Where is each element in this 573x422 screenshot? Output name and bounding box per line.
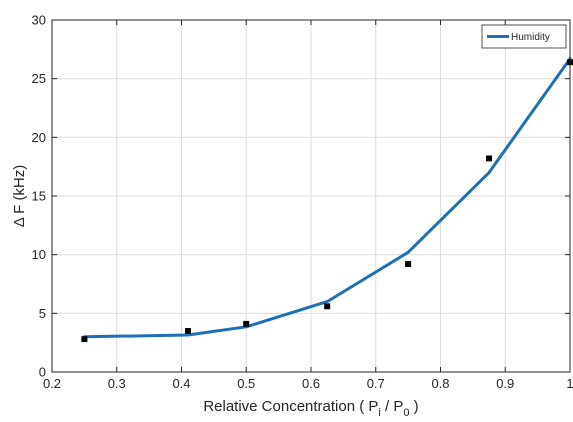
legend: Humidity [481, 24, 567, 49]
x-axis-label-main: Relative Concentration ( P [203, 398, 378, 415]
measurement-point [324, 303, 331, 310]
data-marker [405, 262, 412, 267]
legend-label: Humidity [511, 32, 550, 43]
y-tick-label: 10 [32, 247, 46, 262]
measurement-point [405, 261, 412, 267]
x-tick-label: 0.2 [43, 376, 61, 391]
x-axis-label: Relative Concentration ( Pi / P0 ) [203, 398, 418, 417]
measurement-point [184, 327, 191, 334]
y-tick-label: 5 [39, 306, 46, 321]
x-tick-label: 0.6 [302, 376, 320, 391]
measurement-point [486, 155, 493, 162]
measurement-point [81, 336, 88, 343]
series-layer [82, 57, 572, 339]
data-marker [243, 321, 250, 326]
x-axis-label-sub-0: 0 [403, 407, 409, 417]
data-marker [486, 156, 493, 161]
data-marker [81, 337, 88, 342]
x-tick-label: 1 [566, 376, 573, 391]
data-marker [324, 304, 331, 309]
y-tick-label: 30 [32, 13, 46, 28]
legend-box [481, 24, 567, 49]
data-marker [184, 328, 191, 333]
x-axis-label-mid: / P [381, 398, 404, 415]
x-axis-label-sub-i: i [378, 407, 380, 417]
y-tick-label: 25 [32, 71, 46, 86]
y-tick-label: 15 [32, 189, 46, 204]
x-tick-label: 0.4 [172, 376, 190, 391]
series-line-humidity [82, 57, 572, 339]
y-axis-label: Δ F (kHz) [11, 165, 28, 228]
x-tick-label: 0.9 [496, 376, 514, 391]
x-axis-label-end: ) [410, 398, 419, 415]
x-tick-label: 0.7 [367, 376, 385, 391]
y-tick-label: 0 [39, 365, 46, 380]
grid [52, 20, 570, 372]
x-tick-label: 0.3 [108, 376, 126, 391]
y-tick-label: 20 [32, 130, 46, 145]
x-tick-label: 0.5 [237, 376, 255, 391]
x-tick-label: 0.8 [431, 376, 449, 391]
measurement-point [243, 320, 250, 327]
